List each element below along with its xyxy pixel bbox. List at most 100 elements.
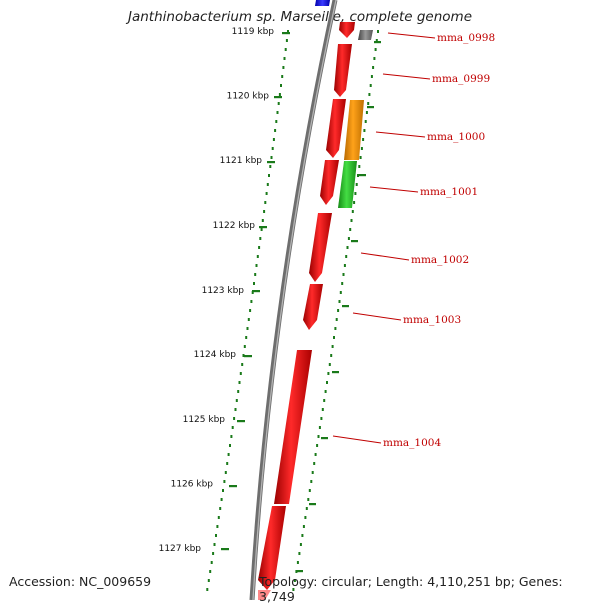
ruler-dot xyxy=(212,552,215,555)
ruler-dot xyxy=(222,489,224,492)
gene-label-mma_1002: mma_1002 xyxy=(411,254,469,266)
ruler-dot xyxy=(359,156,362,159)
ruler-dot xyxy=(282,66,285,69)
gene-label-mma_0999: mma_0999 xyxy=(432,73,490,85)
ruler-track-right xyxy=(292,30,379,591)
ruler-dot xyxy=(337,309,340,312)
ruler-dot xyxy=(311,471,314,474)
ruler-dot xyxy=(229,444,231,447)
map-title: Janthinobacterium sp. Marseille, complet… xyxy=(127,9,473,25)
ruler-dot xyxy=(369,84,372,87)
ruler-dot xyxy=(264,201,267,204)
tick-label: 1122 kbp xyxy=(213,221,256,231)
ruler-dot xyxy=(223,480,226,483)
ruler-dot xyxy=(307,498,310,501)
gene-label-mma_1004: mma_1004 xyxy=(383,437,441,449)
ruler-dot xyxy=(318,426,321,429)
ruler-dot xyxy=(207,579,210,582)
gene-label-mma_1000: mma_1000 xyxy=(427,131,485,143)
ruler-dot xyxy=(317,435,320,438)
ruler-dot xyxy=(253,282,255,285)
ruler-dot xyxy=(364,120,367,123)
ruler-dot xyxy=(281,75,284,78)
tick-label: 1123 kbp xyxy=(202,286,245,296)
cds-arrow-mma_1004-lower xyxy=(258,506,286,590)
ruler-dot xyxy=(227,453,230,456)
ruler-dot xyxy=(246,327,249,330)
tick-label: 1119 kbp xyxy=(232,27,275,37)
ruler-tick xyxy=(259,226,267,229)
ruler-right-tick xyxy=(351,240,358,243)
ruler-dot xyxy=(250,300,253,303)
gene-leaders xyxy=(332,32,436,444)
ruler-dot xyxy=(331,345,334,348)
ruler-dot xyxy=(374,48,377,51)
ruler-dot xyxy=(277,102,280,105)
ruler-dot xyxy=(347,237,350,240)
ruler-track xyxy=(206,30,289,591)
ruler-dot xyxy=(265,192,268,195)
ruler-dot xyxy=(305,507,308,510)
accession-text: Accession: NC_009659 xyxy=(9,574,152,589)
gene-label-mma_1003: mma_1003 xyxy=(403,314,461,326)
ruler-dot xyxy=(354,192,357,195)
cds-arrow-mma_0998 xyxy=(339,22,355,38)
ruler-right-tick xyxy=(296,570,303,573)
ruler-dot xyxy=(215,534,217,537)
ruler-dot xyxy=(324,390,327,393)
ruler-dot xyxy=(217,516,220,519)
ruler-dot xyxy=(210,561,213,564)
ruler-dot xyxy=(269,165,272,168)
ruler-dot xyxy=(301,534,304,537)
ruler-dot xyxy=(345,255,348,258)
ruler-dot xyxy=(328,363,331,366)
ruler-dot xyxy=(224,471,227,474)
ruler-dot xyxy=(283,57,286,60)
ruler-dot xyxy=(275,120,278,123)
cds-arrow-mma_1001-red xyxy=(320,160,339,205)
ruler-dot xyxy=(270,156,273,159)
ruler-dot xyxy=(276,111,279,114)
ruler-dot xyxy=(346,246,349,249)
ruler-dot xyxy=(362,138,365,141)
ruler-dot xyxy=(263,210,266,213)
ruler-dot xyxy=(266,183,269,186)
ruler-dot xyxy=(226,462,229,465)
ruler-dot xyxy=(333,336,335,339)
tick-label: 1124 kbp xyxy=(194,350,237,360)
ruler-right-tick xyxy=(332,371,339,374)
ruler-dot xyxy=(216,525,219,528)
ruler-right-tick xyxy=(367,106,374,109)
ruler-dot xyxy=(234,408,237,411)
ruler-right-tick xyxy=(342,305,349,308)
ruler-dot xyxy=(323,399,326,402)
tick-label: 1126 kbp xyxy=(171,480,214,490)
ruler-tick xyxy=(221,548,229,551)
ruler-dot xyxy=(316,444,319,447)
ruler-tick xyxy=(229,485,237,488)
green-feature xyxy=(338,161,357,208)
ruler-dot xyxy=(335,318,338,321)
ruler-dot xyxy=(327,372,330,375)
ruler-right-tick xyxy=(309,503,316,506)
cds-arrow-mma_0999 xyxy=(334,44,352,97)
ruler-dot xyxy=(308,489,311,492)
tick-label: 1127 kbp xyxy=(159,544,202,554)
ruler-dot xyxy=(268,174,270,177)
cds-arrow-bottom xyxy=(258,590,271,600)
ruler-dot xyxy=(350,219,353,222)
ruler-dot xyxy=(219,507,222,510)
ruler-dot xyxy=(235,399,238,402)
ruler-dot xyxy=(271,147,274,150)
ruler-dot xyxy=(261,219,264,222)
ruler-tick xyxy=(274,96,282,99)
ruler-right-tick xyxy=(374,41,381,44)
ruler-dot xyxy=(334,327,337,330)
ruler-dot xyxy=(296,561,299,564)
ruler-dot xyxy=(206,588,209,591)
ruler-dot xyxy=(375,39,378,42)
cds-arrow-mma_1002 xyxy=(309,213,332,282)
ruler-tick xyxy=(267,161,275,164)
ruler-dot xyxy=(213,543,216,546)
ruler-dot xyxy=(242,354,245,357)
